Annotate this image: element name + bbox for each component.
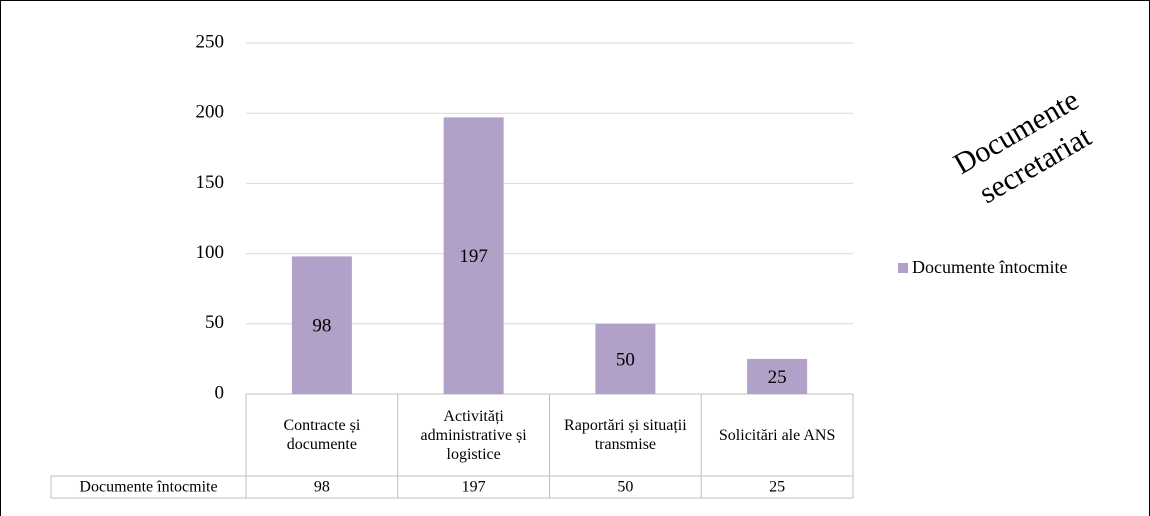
bar <box>443 117 504 395</box>
table-value: 50 <box>617 479 633 496</box>
x-tick-label: Contracte și documente <box>283 417 361 453</box>
y-tick-label: 150 <box>196 172 225 193</box>
y-tick-label: 250 <box>196 31 225 52</box>
data-label: 25 <box>768 367 787 388</box>
data-label: 98 <box>312 316 331 337</box>
data-label: 50 <box>616 349 635 370</box>
bar <box>291 256 352 394</box>
x-tick-label: Raportări și situații transmise <box>564 417 687 453</box>
x-tick-label: Solicitări ale ANS <box>718 426 836 444</box>
bar <box>747 358 808 394</box>
y-tick-label: 200 <box>196 102 225 123</box>
table-value: 197 <box>462 479 486 496</box>
y-tick-label: 100 <box>196 242 225 263</box>
table-row-header: Documente întocmite <box>79 479 217 496</box>
bar <box>595 323 656 394</box>
table-value: 98 <box>314 479 330 496</box>
x-tick-label: Activități administrative și logistice <box>420 407 527 463</box>
legend-label: Documente întocmite <box>912 257 1067 277</box>
y-tick-label: 0 <box>215 382 225 403</box>
table-value: 25 <box>769 479 785 496</box>
legend-swatch <box>898 263 908 273</box>
data-label: 197 <box>459 246 488 267</box>
y-tick-label: 50 <box>205 312 224 333</box>
